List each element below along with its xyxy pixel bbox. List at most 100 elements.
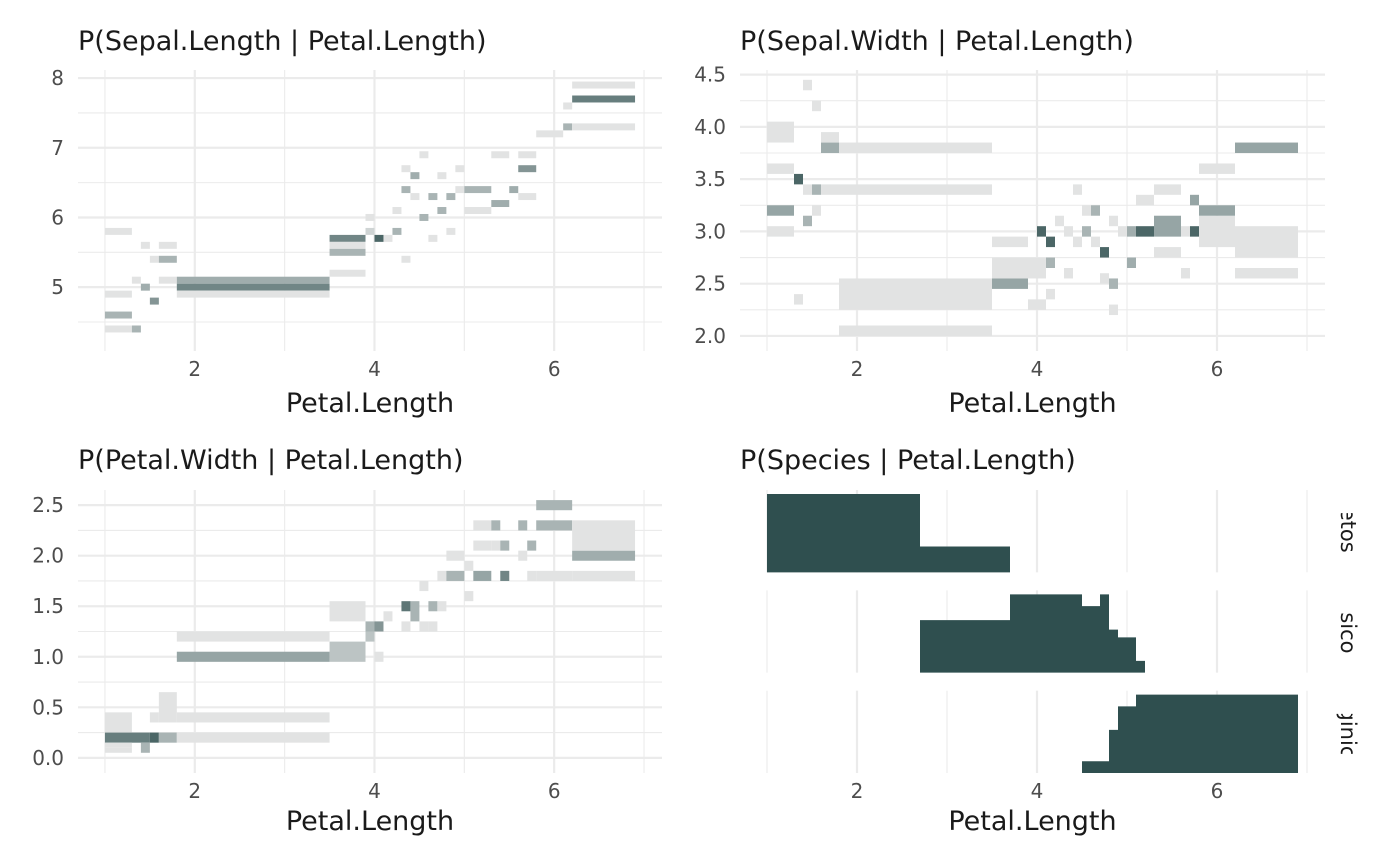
heatmap-cell [437,207,447,214]
heatmap-cell [464,186,492,194]
heatmap-cell [401,255,411,263]
heatmap-cell [1082,205,1091,216]
heatmap-cell [572,95,636,103]
heatmap-cell [803,215,812,227]
heatmap-cell [992,236,1028,248]
y-tick-label: 2.5 [32,493,64,517]
heatmap-cell [176,712,330,723]
heatmap-cell [1235,226,1298,258]
heatmap-cell [365,227,375,235]
heatmap-cell [104,742,132,748]
facet-strip-label: setosa [1336,497,1360,566]
heatmap-cell [812,184,821,195]
heatmap-cell [176,631,330,642]
x-tick-label: 4 [1031,779,1044,803]
y-tick-label: 1.0 [32,645,64,669]
heatmap-cell [149,732,159,743]
heatmap-cell [176,290,330,298]
x-axis-title: Petal.Length [948,806,1116,837]
panel-2: 2 4 6 2.0 2.5 3.0 3.5 4.0 4.5 P(Sepal.Width | Pet… [694,26,1325,419]
heatmap-cell [1091,236,1100,248]
heatmap-cell [1109,304,1118,316]
heatmap-cell [839,184,992,195]
y-tick-label: 3.5 [694,167,726,191]
facet-ersicolo: ersicolo [766,590,1360,673]
heatmap-cell [131,276,141,284]
heatmap-cell [464,560,474,571]
heatmap-cell [428,601,438,612]
area-ersicolo [920,594,1145,673]
heatmap-cell [839,142,992,154]
heatmap-cell [794,294,803,305]
heatmap-cell [455,186,465,194]
heatmap-cell [419,580,429,592]
heatmap-cell [464,591,474,602]
heatmap-cell [401,186,411,194]
heatmap-cell [365,213,375,221]
heatmap-cell [1046,288,1055,300]
heatmap-cell [1136,226,1154,237]
heatmap-cell [1154,184,1181,195]
heatmap-cell [491,540,501,551]
heatmap-cell [401,621,411,632]
heatmap-cell [509,186,519,194]
y-tick-label: 5 [51,275,64,299]
heatmap-cell [992,278,1028,289]
panel-title: P(Sepal.Length | Petal.Length) [78,26,487,57]
heatmap-cell [1091,205,1100,216]
heatmap-cell [140,241,150,249]
heatmap-cell [158,732,177,743]
heatmap-cell [1136,194,1154,206]
heatmap-cell [158,692,177,723]
heatmap-cell [158,255,177,263]
heatmap-cell [365,621,375,632]
heatmap-cell [446,550,465,561]
heatmap-cell [104,747,132,753]
heatmap-cell [1046,257,1055,268]
y-tick-label: 0.0 [32,746,64,770]
y-tick-label: 6 [51,205,64,229]
heatmap-cell [767,226,794,237]
heatmap-cell [419,621,429,632]
y-tick-label: 4.0 [694,115,726,139]
y-tick-label: 2.0 [694,324,726,348]
heatmap-cell [518,550,528,561]
heatmap-cell [839,278,992,310]
heatmap-cell [437,172,447,180]
x-tick-label: 6 [548,779,561,803]
heatmap-cell [392,227,402,235]
heatmap-cell [158,276,177,284]
area-setosa [767,494,1010,573]
y-tick-label: 7 [51,136,64,160]
facet-irginica: irginica [766,690,1360,773]
panel-title: P(Species | Petal.Length) [740,445,1076,476]
heatmap-cell [572,520,636,551]
facet-setosa: setosa [766,490,1360,573]
heatmap-cell [104,712,132,723]
x-axis-title: Petal.Length [948,388,1116,419]
heatmap-cell [176,276,330,284]
heatmap-cell [1028,257,1046,279]
y-tick-label: 2.0 [32,544,64,568]
heatmap-cell [1181,226,1190,237]
heatmap-cell [1082,226,1091,237]
heatmap-cell [527,570,537,581]
heatmap-cell [437,601,447,612]
heatmap-cell [329,241,366,249]
heatmap-cell [455,165,465,173]
x-tick-label: 2 [188,779,201,803]
panel-1: 2 4 6 5 6 7 8 P(Sepal.Length | Petal.Length) Pet… [51,26,662,419]
y-tick-label: 8 [51,66,64,90]
heatmap-cell [572,123,636,131]
heatmap-cell [1064,226,1073,237]
heatmap-cell [446,193,456,201]
heatmap-cell [410,193,420,201]
heatmap-cell [1199,163,1235,174]
heatmap-cell [1235,142,1298,154]
heatmap-cell [446,570,465,581]
y-tick-label: 4.5 [694,63,726,87]
heatmap-cell [104,732,150,743]
heatmap-cell [131,325,141,333]
heatmap-cell [536,500,573,511]
heatmap-cell [410,172,420,180]
